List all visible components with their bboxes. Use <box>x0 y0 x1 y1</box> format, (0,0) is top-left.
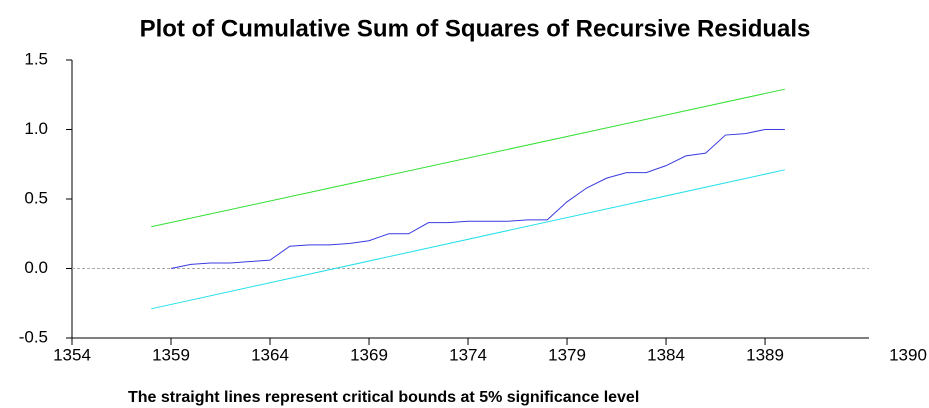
chart-title: Plot of Cumulative Sum of Squares of Rec… <box>140 15 811 42</box>
y-tick-label: 0.5 <box>24 188 48 207</box>
y-tick-label: 1.0 <box>24 119 48 138</box>
y-tick-label: -0.5 <box>19 327 48 346</box>
axis-end-label: 1390 <box>889 345 927 364</box>
series-line <box>151 169 785 310</box>
x-tick-label: 1384 <box>647 345 685 364</box>
footnote: The straight lines represent critical bo… <box>128 389 639 406</box>
x-tick-label: 1364 <box>251 345 289 364</box>
x-tick-label: 1359 <box>152 345 190 364</box>
series-line <box>151 88 785 228</box>
x-tick-label: 1369 <box>350 345 388 364</box>
series-line <box>170 129 785 269</box>
x-tick-label: 1354 <box>53 345 91 364</box>
x-tick-label: 1379 <box>548 345 586 364</box>
y-tick-label: 1.5 <box>24 49 48 68</box>
y-tick-label: 0.0 <box>24 258 48 277</box>
x-tick-label: 1389 <box>746 345 784 364</box>
x-tick-label: 1374 <box>449 345 487 364</box>
